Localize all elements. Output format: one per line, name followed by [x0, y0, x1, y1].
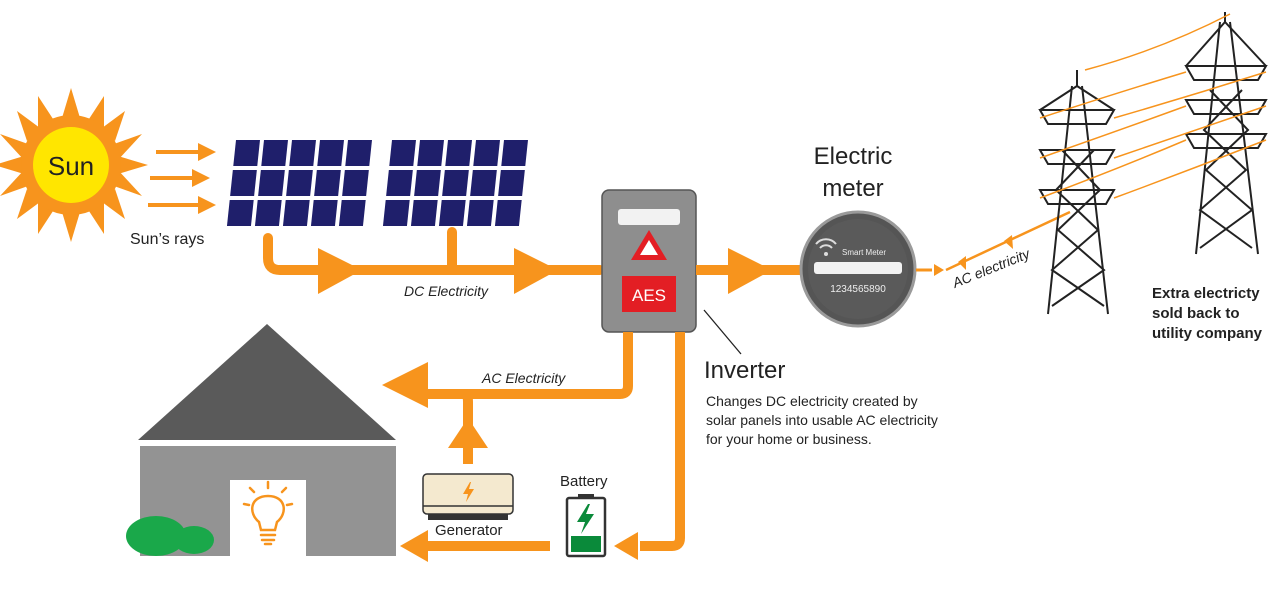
wifi-icon: [815, 238, 837, 256]
sun-disc: [33, 127, 109, 203]
house: [138, 324, 396, 556]
ac-electricity-grid-label: AC electricity: [949, 245, 1033, 291]
ac-flow-to-grid: [916, 210, 1071, 276]
inverter-desc-line-3: for your home or business.: [706, 431, 872, 447]
generator-label: Generator: [435, 522, 503, 539]
inverter-brand: AES: [632, 286, 666, 305]
battery-label: Battery: [560, 473, 608, 490]
grid-caption-line-3: utility company: [1152, 325, 1263, 342]
solar-panel-2: [382, 140, 528, 226]
warning-icon: [631, 230, 667, 260]
lightbulb-icon: [242, 480, 294, 546]
generator: [422, 473, 514, 520]
battery-flow: [640, 332, 685, 551]
dc-electricity-label: DC Electricity: [404, 283, 489, 299]
inverter-title: Inverter: [704, 357, 785, 384]
ac-flow-to-home: [420, 332, 633, 464]
generator-up-arrow: [448, 418, 488, 448]
ac-electricity-home-label: AC Electricity: [481, 370, 566, 386]
grid-caption-line-2: sold back to: [1152, 305, 1240, 322]
suns-rays-label: Sun’s rays: [130, 231, 204, 248]
ac-flow-to-meter: [696, 248, 800, 294]
sun: Sun: [0, 88, 148, 242]
sun-ray-arrows: [148, 143, 216, 214]
inverter-box: AES: [601, 189, 697, 333]
battery: [565, 494, 607, 558]
inverter-callout-line: [703, 309, 742, 355]
solar-panel-1: [226, 140, 372, 226]
lightning-icon: [463, 482, 474, 502]
inverter-desc-line-2: solar panels into usable AC electricity: [706, 412, 938, 428]
grid-caption-line-1: Extra electricty: [1152, 285, 1260, 302]
inverter-desc-line-1: Changes DC electricity created by: [706, 393, 918, 409]
transmission-tower-1: [1038, 70, 1116, 315]
battery-to-home-arrow: [400, 530, 428, 562]
power-lines: [1039, 13, 1267, 199]
meter-serial: 1234565890: [830, 284, 886, 295]
bushes: [126, 516, 214, 556]
meter-brand: Smart Meter: [842, 248, 886, 257]
smart-meter: Smart Meter 1234565890: [799, 210, 917, 328]
sun-label: Sun: [48, 151, 94, 181]
dc-flow: [263, 227, 605, 275]
charging-icon: [577, 504, 594, 534]
meter-title-line-2: meter: [822, 175, 883, 202]
dc-flow-arrows: [318, 248, 558, 294]
transmission-tower-2: [1184, 12, 1268, 255]
ac-home-arrow: [382, 362, 428, 408]
battery-in-arrow: [614, 532, 638, 560]
meter-title-line-1: Electric: [814, 143, 893, 170]
